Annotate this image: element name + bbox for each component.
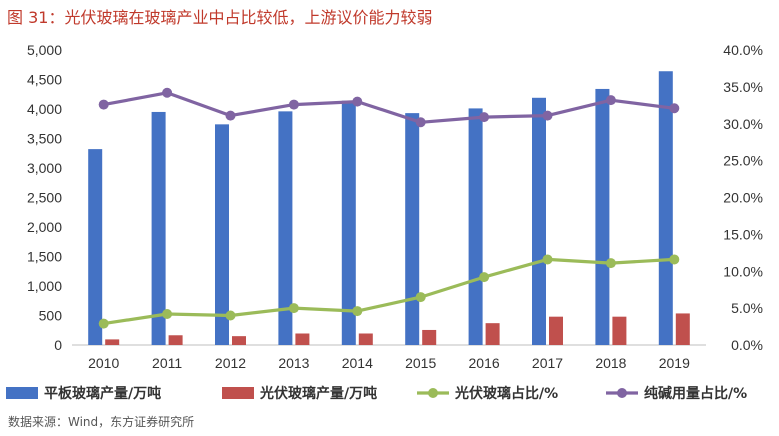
- legend-label: 光伏玻璃产量/万吨: [259, 385, 377, 402]
- right-tick-label: 35.0%: [723, 79, 763, 95]
- bar-series: [88, 71, 690, 346]
- line-series: [98, 87, 680, 329]
- x-tick-label: 2016: [469, 355, 500, 371]
- left-tick-label: 4,500: [27, 72, 62, 88]
- data-point: [352, 306, 363, 317]
- data-point: [98, 318, 109, 329]
- bar: [295, 333, 310, 345]
- bar: [215, 124, 229, 345]
- data-point: [669, 103, 680, 114]
- left-y-axis: 0 500 1,000 1,500 2,000 2,500 3,000 3,500 4,000 4…: [27, 42, 62, 353]
- bar: [278, 111, 293, 345]
- left-tick-label: 3,000: [27, 160, 62, 176]
- right-tick-label: 25.0%: [723, 153, 763, 169]
- x-tick-label: 2013: [278, 355, 309, 371]
- left-tick-label: 500: [39, 308, 63, 324]
- figure-title: 图 31：光伏玻璃在玻璃产业中占比较低，上游议价能力较弱: [7, 8, 433, 27]
- left-tick-label: 4,000: [27, 101, 62, 117]
- series-line: [103, 91, 675, 124]
- x-tick-label: 2011: [152, 355, 182, 371]
- legend-label: 光伏玻璃占比/%: [454, 385, 558, 402]
- bar: [468, 108, 483, 345]
- data-point: [605, 95, 616, 106]
- x-axis: 2010 2011 2012 2013 2014 2015 2016 2017 2018 2019: [72, 344, 706, 371]
- legend-marker: [428, 388, 438, 398]
- bar: [341, 100, 356, 346]
- data-point: [98, 99, 109, 110]
- bar: [88, 149, 103, 345]
- bar: [485, 323, 500, 345]
- right-tick-label: 5.0%: [731, 300, 763, 316]
- x-tick-label: 2010: [88, 355, 119, 371]
- left-tick-label: 0: [54, 337, 62, 353]
- data-point: [352, 96, 363, 107]
- x-tick-label: 2015: [405, 355, 436, 371]
- data-point: [479, 112, 490, 123]
- left-tick-label: 2,500: [27, 190, 62, 206]
- left-tick-label: 3,500: [27, 131, 62, 147]
- x-tick-label: 2012: [215, 355, 246, 371]
- data-point: [225, 310, 236, 321]
- data-point: [415, 292, 426, 303]
- left-tick-label: 1,500: [27, 249, 62, 265]
- bar: [532, 97, 546, 345]
- legend-marker: [617, 388, 627, 398]
- left-tick-label: 1,000: [27, 278, 62, 294]
- bar: [151, 111, 166, 345]
- right-tick-label: 30.0%: [723, 116, 763, 132]
- data-point: [669, 254, 680, 265]
- left-tick-label: 5,000: [27, 42, 62, 58]
- left-tick-label: 2,000: [27, 219, 62, 235]
- right-tick-label: 20.0%: [723, 190, 763, 206]
- data-point: [162, 309, 173, 320]
- right-y-axis: 0.0% 5.0% 10.0% 15.0% 20.0% 25.0% 30.0% 35.0% 40…: [723, 42, 763, 353]
- bar: [358, 333, 373, 345]
- x-tick-label: 2019: [659, 355, 690, 371]
- data-point: [288, 303, 299, 314]
- bar: [549, 316, 563, 345]
- data-point: [542, 254, 553, 265]
- right-tick-label: 0.0%: [731, 337, 763, 353]
- data-point: [415, 117, 426, 128]
- legend-swatch: [6, 387, 38, 399]
- data-point: [479, 272, 490, 283]
- legend-label: 纯碱用量占比/%: [644, 385, 747, 402]
- bar: [658, 71, 673, 346]
- legend-label: 平板玻璃产量/万吨: [44, 385, 161, 402]
- right-tick-label: 10.0%: [723, 263, 763, 279]
- legend: 平板玻璃产量/万吨 光伏玻璃产量/万吨 光伏玻璃占比/% 纯碱用量占比/%: [6, 385, 747, 402]
- data-source: 数据来源：Wind，东方证券研究所: [8, 415, 195, 429]
- bar: [105, 339, 120, 345]
- bar: [595, 88, 610, 345]
- bar: [612, 316, 627, 345]
- bar: [168, 335, 183, 345]
- right-tick-label: 15.0%: [723, 226, 763, 242]
- data-point: [542, 110, 553, 121]
- right-tick-label: 40.0%: [723, 42, 763, 58]
- data-point: [162, 87, 173, 98]
- x-tick-label: 2014: [342, 355, 373, 371]
- data-point: [288, 99, 299, 110]
- bar: [675, 313, 690, 345]
- bar: [422, 329, 437, 345]
- legend-swatch: [222, 387, 254, 399]
- series-line: [103, 257, 675, 326]
- x-tick-label: 2018: [595, 355, 626, 371]
- bar: [405, 113, 420, 345]
- data-point: [225, 110, 236, 121]
- bar: [232, 336, 246, 345]
- x-tick-label: 2017: [532, 355, 563, 371]
- data-point: [605, 258, 616, 269]
